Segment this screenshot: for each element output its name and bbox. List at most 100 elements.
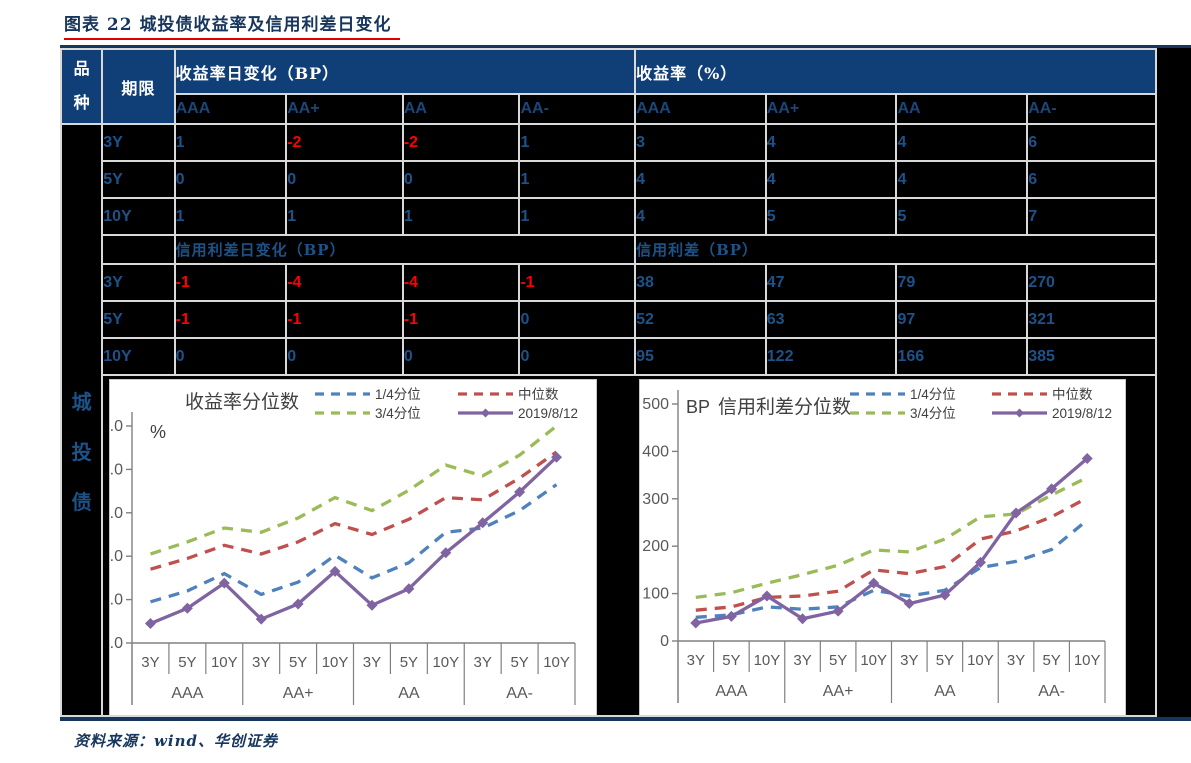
value-cell: 0 bbox=[401, 337, 521, 376]
value-cell: 1 bbox=[401, 197, 521, 236]
svg-text:10Y: 10Y bbox=[861, 652, 888, 669]
svg-text:10Y: 10Y bbox=[322, 654, 349, 671]
svg-text:3Y: 3Y bbox=[252, 654, 270, 671]
svg-text:5Y: 5Y bbox=[178, 654, 196, 671]
value-cell: 47 bbox=[764, 263, 898, 302]
rating-header: AA bbox=[895, 93, 1029, 125]
value-cell: 321 bbox=[1026, 300, 1157, 339]
svg-text:7.0: 7.0 bbox=[110, 461, 123, 478]
svg-text:中位数: 中位数 bbox=[1052, 387, 1093, 402]
svg-text:5Y: 5Y bbox=[511, 654, 529, 671]
svg-text:0: 0 bbox=[660, 633, 669, 650]
value-cell: 5 bbox=[764, 197, 898, 236]
value-cell: 38 bbox=[634, 263, 767, 302]
value-cell: 0 bbox=[518, 300, 637, 339]
table-row: 10Y 0 0 0 0 95 122 166 385 bbox=[61, 337, 1157, 376]
svg-text:AAA: AAA bbox=[716, 683, 748, 700]
svg-text:10Y: 10Y bbox=[754, 652, 781, 669]
svg-text:2019/8/12: 2019/8/12 bbox=[1052, 406, 1112, 421]
value-cell: 0 bbox=[173, 160, 288, 199]
value-cell: 0 bbox=[285, 160, 404, 199]
value-cell: 7 bbox=[1026, 197, 1157, 236]
svg-text:200: 200 bbox=[643, 538, 670, 555]
value-cell: 3 bbox=[634, 123, 767, 162]
svg-text:8.0: 8.0 bbox=[110, 418, 123, 435]
svg-text:AA: AA bbox=[398, 685, 420, 702]
svg-text:4.0: 4.0 bbox=[110, 592, 123, 609]
variety-label: 城投债 bbox=[71, 392, 92, 514]
value-cell: 95 bbox=[634, 337, 767, 376]
value-cell: 4 bbox=[895, 160, 1029, 199]
value-cell: 79 bbox=[895, 263, 1029, 302]
svg-text:BP: BP bbox=[686, 397, 710, 417]
col-header-variety: 品种 bbox=[59, 48, 104, 125]
data-table: 品种 期限 收益率日变化（BP） 收益率（%） AAA AA+ AA AA- A… bbox=[59, 48, 1157, 717]
value-cell: 4 bbox=[895, 123, 1029, 162]
rating-header: AAA bbox=[634, 93, 767, 125]
svg-text:3.0: 3.0 bbox=[110, 635, 123, 652]
credit-spread-percentile-chart: 0 100 200 300 400 500 3Y 5Y 10Y 3Y 5Y 10Y 3Y 5Y 10Y 3Y 5… bbox=[639, 379, 1127, 714]
section-header-yield: 收益率（%） bbox=[634, 48, 1157, 95]
svg-text:5Y: 5Y bbox=[289, 654, 307, 671]
variety-label-cell: 城投债 bbox=[59, 123, 104, 717]
yield-percentile-chart-svg: 3.0 4.0 5.0 6.0 7.0 8.0 3Y 5Y 10Y 3Y 5Y 10Y 3Y 5Y 10Y 3… bbox=[104, 387, 578, 705]
svg-text:10Y: 10Y bbox=[1074, 652, 1101, 669]
svg-text:3Y: 3Y bbox=[900, 652, 918, 669]
value-cell: 0 bbox=[173, 337, 288, 376]
table-row: 5Y -1 -1 -1 0 52 63 97 321 bbox=[61, 300, 1157, 339]
value-cell: -1 bbox=[401, 300, 521, 339]
svg-text:10Y: 10Y bbox=[543, 654, 570, 671]
value-cell: 1 bbox=[173, 197, 288, 236]
value-cell: 1 bbox=[173, 123, 288, 162]
svg-text:5Y: 5Y bbox=[829, 652, 847, 669]
empty-cell bbox=[101, 234, 176, 265]
svg-text:400: 400 bbox=[643, 443, 670, 460]
value-cell: -1 bbox=[518, 263, 637, 302]
svg-text:1/4分位: 1/4分位 bbox=[910, 387, 956, 402]
section-header-yield-change: 收益率日变化（BP） bbox=[173, 48, 637, 95]
value-cell: 0 bbox=[285, 337, 404, 376]
svg-text:AA-: AA- bbox=[507, 685, 534, 702]
table-row: 城投债 3Y 1 -2 -2 1 3 4 4 6 bbox=[59, 123, 1157, 717]
value-cell: 1 bbox=[518, 123, 637, 162]
value-cell: 63 bbox=[764, 300, 898, 339]
table-row: 5Y 0 0 0 1 4 4 4 6 bbox=[61, 160, 1157, 199]
svg-text:100: 100 bbox=[643, 586, 670, 603]
svg-text:5.0: 5.0 bbox=[110, 548, 123, 565]
table-row: 10Y 1 1 1 1 4 5 5 7 bbox=[61, 197, 1157, 236]
svg-text:3Y: 3Y bbox=[794, 652, 812, 669]
svg-text:500: 500 bbox=[643, 396, 670, 413]
svg-text:3/4分位: 3/4分位 bbox=[375, 406, 421, 421]
value-cell: 385 bbox=[1026, 337, 1157, 376]
yield-percentile-chart: 3.0 4.0 5.0 6.0 7.0 8.0 3Y 5Y 10Y 3Y 5Y 10Y 3Y 5Y 10Y 3… bbox=[104, 379, 598, 714]
value-cell: -2 bbox=[285, 123, 404, 162]
figure-title: 图表 22 城投债收益率及信用利差日变化 bbox=[64, 10, 400, 40]
value-cell: 1 bbox=[518, 197, 637, 236]
value-cell: -4 bbox=[285, 263, 404, 302]
svg-text:信用利差分位数: 信用利差分位数 bbox=[718, 396, 851, 418]
svg-text:收益率分位数: 收益率分位数 bbox=[185, 391, 299, 413]
term-cell: 10Y bbox=[101, 197, 176, 236]
value-cell: -1 bbox=[285, 300, 404, 339]
value-cell: 0 bbox=[518, 337, 637, 376]
term-cell: 5Y bbox=[101, 300, 176, 339]
svg-text:AA+: AA+ bbox=[283, 685, 314, 702]
rating-header: AA bbox=[401, 93, 521, 125]
rating-header: AA+ bbox=[764, 93, 898, 125]
svg-text:AA+: AA+ bbox=[823, 683, 854, 700]
svg-text:AA: AA bbox=[934, 683, 956, 700]
svg-text:6.0: 6.0 bbox=[110, 505, 123, 522]
svg-text:5Y: 5Y bbox=[1043, 652, 1061, 669]
value-cell: 0 bbox=[401, 160, 521, 199]
svg-text:3Y: 3Y bbox=[687, 652, 705, 669]
value-cell: 4 bbox=[764, 123, 898, 162]
table-row: 3Y -1 -4 -4 -1 38 47 79 270 bbox=[61, 263, 1157, 302]
section-header-spread-change: 信用利差日变化（BP） bbox=[173, 234, 637, 265]
svg-text:10Y: 10Y bbox=[967, 652, 994, 669]
svg-text:10Y: 10Y bbox=[433, 654, 460, 671]
svg-text:5Y: 5Y bbox=[722, 652, 740, 669]
svg-text:AA-: AA- bbox=[1039, 683, 1066, 700]
value-cell: 166 bbox=[895, 337, 1029, 376]
svg-text:中位数: 中位数 bbox=[518, 387, 559, 402]
rating-header: AAA bbox=[173, 93, 288, 125]
